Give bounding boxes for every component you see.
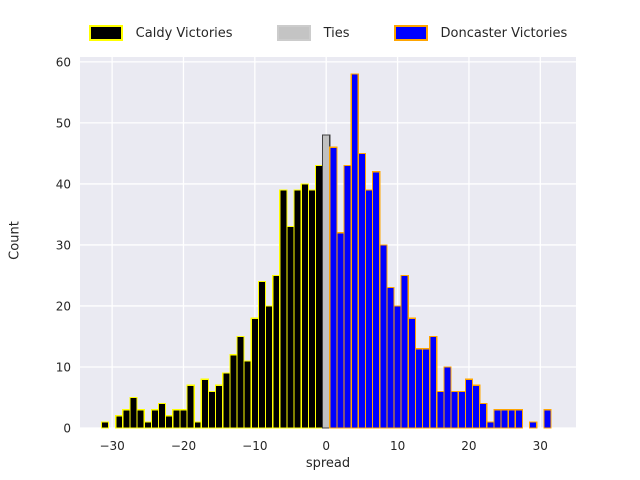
bar-caldy-victories (222, 372, 231, 429)
x-tick-label: 10 (390, 439, 405, 453)
bar-doncaster-victories (379, 244, 388, 429)
bar-caldy-victories (293, 189, 302, 429)
bar-caldy-victories (286, 226, 295, 429)
bar-doncaster-victories (364, 189, 374, 429)
bar-doncaster-victories (500, 409, 509, 429)
bar-caldy-victories (100, 421, 110, 429)
bar-doncaster-victories (450, 390, 459, 429)
bar-doncaster-victories (514, 409, 524, 429)
legend-item-ties: Ties (276, 25, 350, 41)
bar-caldy-victories (157, 402, 167, 429)
legend: Caldy Victories Ties Doncaster Victories (80, 22, 576, 44)
bar-doncaster-victories (336, 232, 345, 429)
bar-caldy-victories (272, 274, 281, 429)
bar-doncaster-victories (329, 146, 338, 429)
bar-doncaster-victories (407, 317, 417, 429)
bar-ties (322, 134, 331, 429)
bar-caldy-victories (115, 415, 124, 429)
bar-caldy-victories (264, 305, 274, 429)
bar-caldy-victories (179, 409, 188, 429)
bar-doncaster-victories (493, 409, 502, 429)
bar-caldy-victories (314, 165, 324, 429)
legend-item-doncaster-victories: Doncaster Victories (393, 25, 568, 41)
bar-caldy-victories (250, 317, 260, 429)
bar-doncaster-victories (393, 305, 402, 429)
bar-doncaster-victories (436, 390, 445, 429)
bar-doncaster-victories (443, 366, 452, 429)
bar-doncaster-victories (543, 409, 552, 429)
bar-doncaster-victories (343, 165, 352, 429)
bar-doncaster-victories (457, 390, 466, 429)
bar-doncaster-victories (529, 421, 538, 429)
bar-doncaster-victories (386, 287, 395, 429)
x-tick-label: 0 (322, 439, 330, 453)
x-tick-label: −10 (242, 439, 267, 453)
bar-doncaster-victories (429, 335, 438, 429)
x-axis-label: spread (305, 456, 351, 471)
bar-caldy-victories (165, 415, 174, 429)
bar-doncaster-victories (479, 402, 488, 429)
legend-label: Ties (323, 25, 350, 41)
y-tick-label: 20 (56, 299, 71, 313)
bar-caldy-victories (257, 280, 267, 429)
bar-caldy-victories (193, 421, 202, 429)
bar-doncaster-victories (400, 274, 409, 429)
bar-caldy-victories (136, 409, 145, 429)
bar-doncaster-victories (414, 348, 424, 429)
bar-caldy-victories (200, 378, 210, 429)
legend-label: Caldy Victories (135, 25, 233, 41)
bar-caldy-victories (143, 421, 152, 429)
bar-doncaster-victories (471, 384, 481, 429)
bar-doncaster-victories (464, 378, 474, 429)
bar-doncaster-victories (372, 171, 381, 429)
bar-caldy-victories (172, 409, 181, 429)
bar-caldy-victories (243, 360, 252, 429)
bar-caldy-victories (186, 384, 195, 429)
legend-swatch-icon (276, 25, 311, 41)
bar-caldy-victories (300, 183, 309, 429)
bar-caldy-victories (279, 189, 288, 429)
y-tick-label: 0 (63, 422, 71, 436)
bar-caldy-victories (129, 396, 138, 429)
x-tick-label: −30 (99, 439, 124, 453)
bar-caldy-victories (122, 409, 131, 429)
bar-caldy-victories (229, 354, 238, 429)
y-tick-label: 50 (56, 116, 71, 130)
y-tick-label: 30 (56, 238, 71, 252)
legend-label: Doncaster Victories (440, 25, 568, 41)
bar-doncaster-victories (486, 421, 495, 429)
y-tick-label: 10 (56, 360, 71, 374)
bar-doncaster-victories (350, 73, 359, 429)
bar-doncaster-victories (357, 152, 367, 429)
y-tick-label: 40 (56, 177, 71, 191)
bar-caldy-victories (307, 189, 317, 429)
bar-caldy-victories (150, 409, 160, 429)
bar-caldy-victories (215, 384, 224, 429)
legend-swatch-icon (393, 25, 428, 41)
legend-item-caldy-victories: Caldy Victories (88, 25, 233, 41)
bar-caldy-victories (236, 335, 245, 429)
x-tick-label: 20 (461, 439, 476, 453)
x-tick-label: 30 (533, 439, 548, 453)
y-axis-label: Count (7, 221, 23, 260)
legend-swatch-icon (88, 25, 123, 41)
y-tick-label: 60 (56, 55, 71, 69)
x-tick-label: −20 (171, 439, 196, 453)
bar-doncaster-victories (507, 409, 516, 429)
bar-caldy-victories (207, 390, 217, 429)
bar-doncaster-victories (421, 348, 431, 429)
